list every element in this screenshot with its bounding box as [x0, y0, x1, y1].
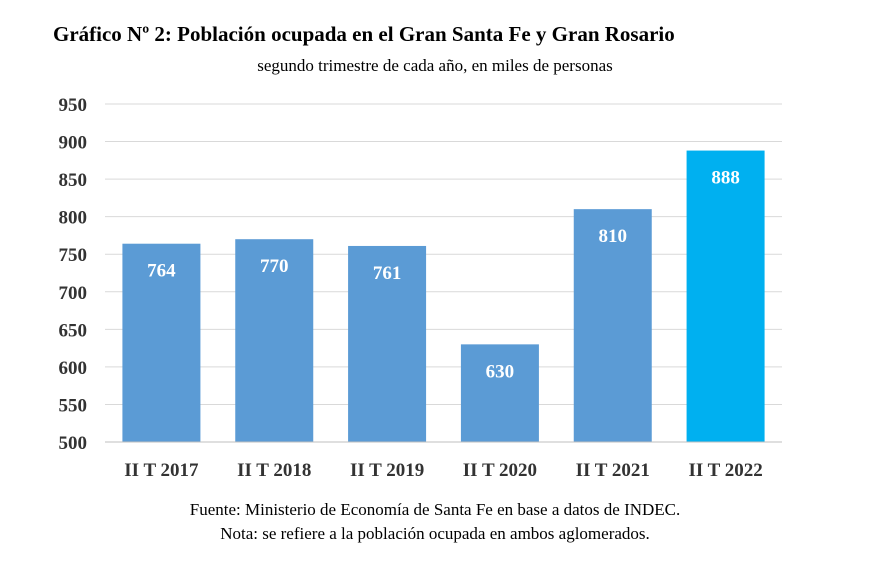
bar [686, 150, 765, 442]
bar-chart: 500 550 600 650 700 750 800 850 900 950 764 770 761… [59, 95, 782, 481]
gridlines [105, 103, 782, 443]
chart-subtitle: segundo trimestre de cada año, en miles … [257, 56, 613, 75]
x-axis: II T 2017 II T 2018 II T 2019 II T 2020 II T… [105, 441, 782, 481]
x-tick-label: II T 2020 [463, 460, 537, 481]
y-tick-label: 900 [59, 133, 88, 154]
x-tick-label: II T 2021 [576, 460, 650, 481]
y-tick-label: 500 [59, 433, 88, 454]
data-label: 888 [711, 168, 740, 189]
x-tick-label: II T 2019 [350, 460, 424, 481]
bar [460, 344, 539, 442]
chart-title: Gráfico Nº 2: Población ocupada en el Gr… [53, 22, 675, 46]
y-tick-label: 600 [59, 358, 88, 379]
data-label: 764 [147, 261, 176, 282]
y-tick-label: 950 [59, 95, 88, 116]
x-tick-label: II T 2022 [688, 460, 762, 481]
footnote: Nota: se refiere a la población ocupada … [220, 524, 650, 543]
y-tick-label: 650 [59, 320, 88, 341]
y-tick-label: 550 [59, 395, 88, 416]
data-label: 761 [373, 263, 402, 284]
data-label: 770 [260, 256, 289, 277]
bar [122, 243, 201, 442]
data-label: 810 [599, 226, 628, 247]
source-note: Fuente: Ministerio de Economía de Santa … [189, 500, 681, 519]
x-tick-label: II T 2017 [124, 460, 199, 481]
x-tick-label: II T 2018 [237, 460, 311, 481]
bar [573, 209, 652, 442]
y-tick-label: 850 [59, 170, 88, 191]
bar [235, 239, 314, 442]
bars: 764 770 761 630 810 888 [122, 150, 765, 442]
data-label: 630 [486, 361, 515, 382]
y-tick-label: 800 [59, 208, 88, 229]
y-tick-label: 750 [59, 245, 88, 266]
bar [348, 245, 427, 442]
y-axis: 500 550 600 650 700 750 800 850 900 950 [59, 95, 88, 454]
y-tick-label: 700 [59, 283, 88, 304]
